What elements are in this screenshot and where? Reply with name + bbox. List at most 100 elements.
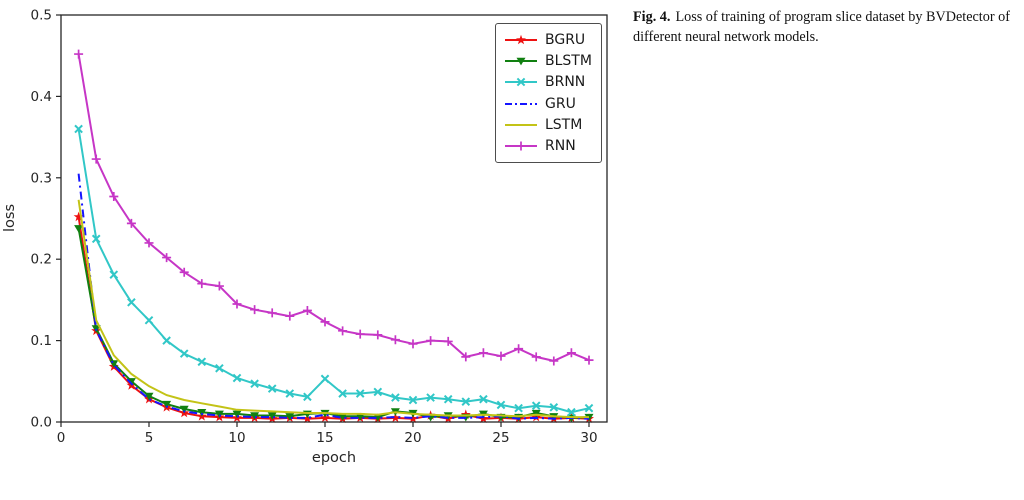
legend-label: RNN bbox=[545, 138, 576, 155]
rnn-marker bbox=[390, 335, 400, 345]
legend-line-sample-rnn bbox=[505, 141, 537, 151]
brnn-marker bbox=[373, 387, 383, 397]
legend-label: LSTM bbox=[545, 117, 583, 134]
blstm-marker bbox=[531, 409, 541, 418]
x-tick-label: 20 bbox=[404, 430, 421, 446]
legend-label: GRU bbox=[545, 95, 576, 112]
series-line-brnn bbox=[77, 128, 590, 414]
rnn-marker bbox=[109, 192, 119, 202]
rnn-marker bbox=[531, 352, 541, 362]
brnn-marker bbox=[127, 298, 136, 307]
brnn-marker bbox=[303, 392, 312, 402]
x-tick-label: 5 bbox=[145, 430, 154, 446]
blstm-marker bbox=[214, 410, 224, 419]
rnn-marker bbox=[197, 279, 207, 289]
blstm-marker bbox=[162, 400, 172, 409]
blstm-marker bbox=[197, 409, 207, 417]
brnn-marker bbox=[514, 403, 523, 413]
brnn-marker bbox=[567, 407, 576, 417]
brnn-marker bbox=[74, 124, 83, 134]
brnn-marker bbox=[496, 400, 506, 410]
legend-item-lstm: LSTM bbox=[504, 115, 593, 136]
brnn-marker bbox=[584, 403, 594, 413]
brnn-marker bbox=[338, 389, 347, 398]
y-axis-title: loss bbox=[2, 203, 18, 233]
x-tick-label: 0 bbox=[57, 430, 66, 446]
blstm-marker bbox=[179, 405, 189, 414]
legend-item-brnn: BRNN bbox=[504, 72, 593, 93]
brnn-marker bbox=[285, 389, 295, 398]
y-tick-label: 0.0 bbox=[31, 415, 52, 431]
y-tick-label: 0.2 bbox=[31, 252, 52, 268]
brnn-marker bbox=[215, 363, 224, 373]
brnn-marker bbox=[91, 234, 101, 244]
brnn-marker bbox=[443, 394, 453, 404]
y-tick-label: 0.4 bbox=[31, 89, 52, 105]
rnn-marker bbox=[285, 311, 295, 321]
series-line-gru bbox=[77, 173, 590, 420]
loss-chart: 0 5 10 15 20 25 30 0.0 0.1 0.2 0.3 0.4 0.5 loss epoc… bbox=[2, 8, 608, 466]
brnn-marker bbox=[250, 379, 259, 389]
rnn-marker bbox=[373, 330, 383, 340]
series-markers-brnn bbox=[74, 124, 594, 417]
legend-line-sample-blstm bbox=[505, 57, 537, 66]
y-tick-label: 0.1 bbox=[31, 333, 52, 349]
brnn-marker bbox=[461, 397, 471, 406]
brnn-marker bbox=[549, 403, 559, 412]
rnn-marker bbox=[267, 308, 277, 318]
series-markers-rnn bbox=[74, 49, 594, 366]
legend-line-sample-lstm bbox=[505, 124, 537, 127]
rnn-marker bbox=[355, 329, 365, 339]
rnn-marker bbox=[338, 326, 348, 336]
brnn-marker bbox=[355, 389, 365, 398]
legend-item-blstm: BLSTM bbox=[504, 50, 593, 71]
rnn-marker bbox=[162, 253, 172, 263]
brnn-marker bbox=[479, 394, 488, 404]
legend-line-sample-brnn bbox=[505, 77, 537, 87]
blstm-marker bbox=[144, 392, 154, 401]
legend-item-rnn: RNN bbox=[504, 136, 593, 157]
y-tick-label: 0.3 bbox=[31, 170, 52, 186]
brnn-marker bbox=[531, 401, 541, 411]
rnn-marker bbox=[126, 218, 136, 228]
rnn-marker bbox=[514, 344, 524, 354]
brnn-marker bbox=[197, 357, 207, 367]
rnn-marker bbox=[408, 339, 418, 349]
rnn-marker bbox=[232, 299, 242, 309]
bgru-marker bbox=[73, 211, 84, 222]
rnn-marker bbox=[426, 336, 436, 346]
blstm-marker bbox=[338, 413, 348, 421]
caption-text: Loss of training of program slice datase… bbox=[633, 9, 1010, 45]
brnn-marker bbox=[109, 270, 119, 279]
x-tick-label: 15 bbox=[316, 430, 333, 446]
legend-line-sample-bgru bbox=[505, 34, 537, 44]
caption-label: Fig. 4. bbox=[633, 9, 671, 25]
chart-canvas: 0 5 10 15 20 25 30 0.0 0.1 0.2 0.3 0.4 0.5 bbox=[31, 8, 608, 446]
blstm-marker bbox=[285, 413, 295, 421]
brnn-marker bbox=[267, 384, 277, 393]
rnn-marker bbox=[144, 238, 154, 248]
brnn-marker bbox=[144, 315, 154, 325]
brnn-marker bbox=[232, 373, 242, 383]
rnn-marker bbox=[478, 348, 488, 358]
rnn-marker bbox=[179, 267, 189, 277]
brnn-marker bbox=[162, 336, 171, 345]
brnn-marker bbox=[179, 349, 189, 358]
x-tick-label: 30 bbox=[580, 430, 597, 446]
blstm-marker bbox=[267, 412, 277, 420]
x-tick-label: 10 bbox=[228, 430, 245, 446]
legend-marker-blstm bbox=[516, 57, 526, 66]
blstm-marker bbox=[232, 410, 242, 419]
rnn-marker bbox=[74, 49, 84, 59]
rnn-marker bbox=[549, 356, 559, 366]
rnn-marker bbox=[250, 305, 260, 315]
rnn-marker bbox=[443, 336, 453, 346]
series-line-rnn bbox=[77, 53, 590, 362]
y-tick-label: 0.5 bbox=[31, 8, 52, 24]
legend-marker-bgru bbox=[516, 34, 526, 44]
rnn-marker bbox=[302, 305, 312, 315]
blstm-marker bbox=[373, 413, 383, 422]
chart-legend: BGRU BLSTM BRNN GRU LSTM RNN bbox=[495, 23, 602, 163]
rnn-marker bbox=[320, 317, 330, 327]
